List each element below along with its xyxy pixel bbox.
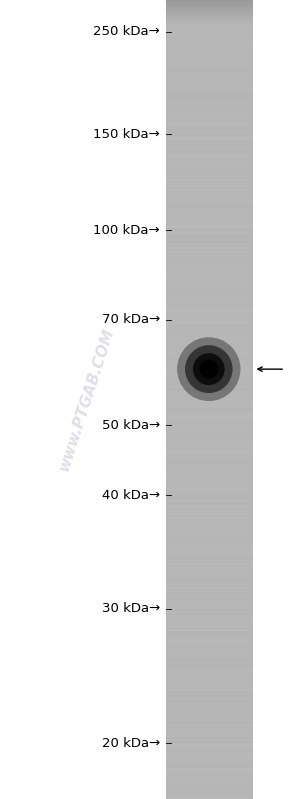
Text: 100 kDa→: 100 kDa→ [93, 224, 160, 237]
Ellipse shape [199, 360, 218, 379]
Text: www.PTGAB.COM: www.PTGAB.COM [56, 326, 117, 473]
Ellipse shape [185, 345, 232, 393]
Text: 50 kDa→: 50 kDa→ [102, 419, 160, 431]
Text: 40 kDa→: 40 kDa→ [102, 489, 160, 502]
Text: 20 kDa→: 20 kDa→ [102, 737, 160, 749]
Text: 30 kDa→: 30 kDa→ [102, 602, 160, 615]
Text: 70 kDa→: 70 kDa→ [102, 313, 160, 326]
Ellipse shape [177, 337, 240, 401]
Text: 250 kDa→: 250 kDa→ [93, 26, 160, 38]
Ellipse shape [193, 353, 225, 385]
Text: 150 kDa→: 150 kDa→ [93, 128, 160, 141]
